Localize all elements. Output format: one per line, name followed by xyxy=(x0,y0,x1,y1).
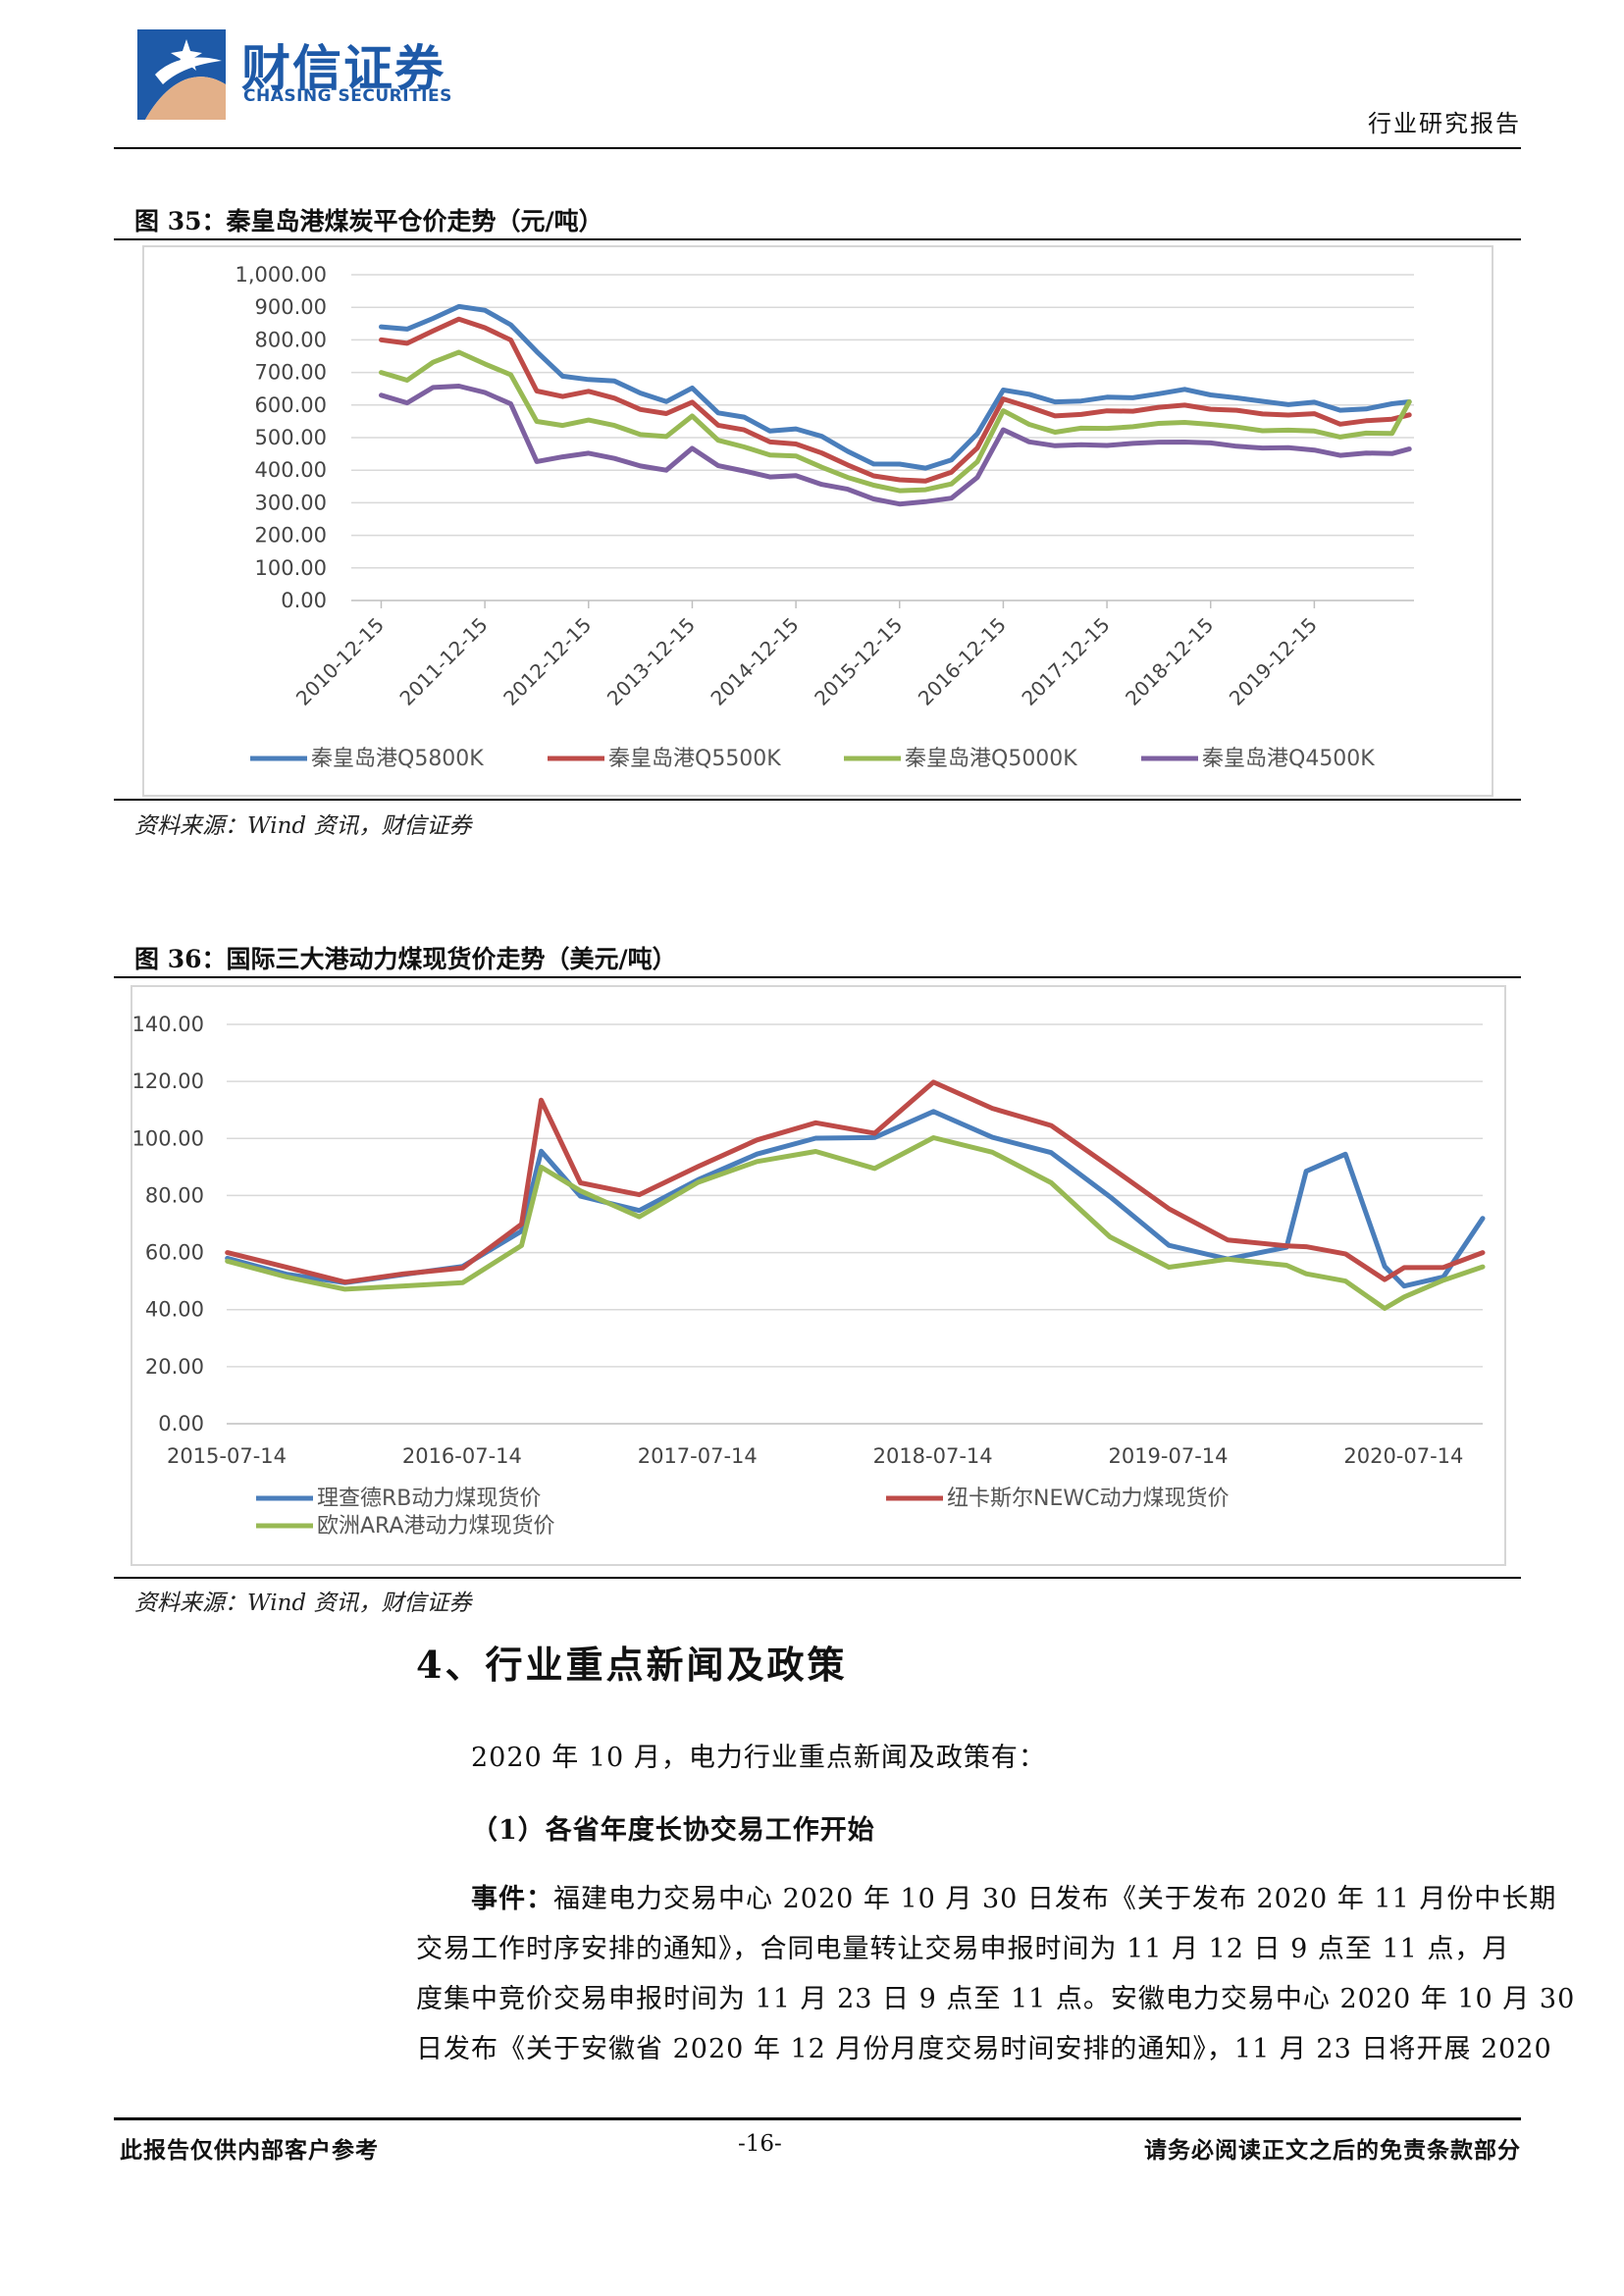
fig36-legend-label: 理查德RB动力煤现货价 xyxy=(317,1487,541,1511)
fig35-x-tick-label: 2017-12-15 xyxy=(1017,613,1114,710)
event-line-4: 日发布《关于安徽省 2020 年 12 月份月度交易时间安排的通知》，11 月 … xyxy=(416,2034,1552,2064)
event-line-3: 度集中竞价交易申报时间为 11 月 23 日 9 点至 11 点。安徽电力交易中… xyxy=(416,1984,1576,2014)
fig36-x-tick-label: 2019-07-14 xyxy=(1108,1444,1228,1468)
fig35-x-tick-label: 2012-12-15 xyxy=(498,613,596,710)
fig35-legend-label: 秦皇岛港Q5500K xyxy=(608,747,781,771)
fig35-x-tick-label: 2011-12-15 xyxy=(395,613,493,710)
fig35-y-tick-label: 400.00 xyxy=(255,458,327,482)
logo-icon xyxy=(135,26,230,120)
fig35-y-tick-label: 200.00 xyxy=(255,524,327,548)
fig35-series-line xyxy=(379,349,1412,494)
logo-cn: 财信证券 xyxy=(241,40,445,97)
fig35-x-tick-label: 2016-12-15 xyxy=(914,613,1011,710)
fig36-legend-label: 欧洲ARA港动力煤现货价 xyxy=(317,1514,555,1539)
fig35-y-tick-label: 800.00 xyxy=(255,328,327,351)
figure35-chart: 0.00 100.00 200.00 300.00 400.00 500.00 600.00… xyxy=(235,263,1414,771)
figure35-source: 资料来源：Wind 资讯，财信证券 xyxy=(134,813,472,839)
fig36-y-tick-label: 0.00 xyxy=(158,1412,204,1435)
fig36-x-tick-label: 2015-07-14 xyxy=(167,1444,287,1468)
report-type: 行业研究报告 xyxy=(1368,110,1521,137)
header-rule xyxy=(114,147,1521,149)
fig35-y-tick-label: 0.00 xyxy=(281,589,327,612)
fig36-series-line xyxy=(225,1135,1486,1311)
figure36-title: 图 36：国际三大港动力煤现货价走势（美元/吨） xyxy=(134,945,677,973)
fig36-y-tick-label: 60.00 xyxy=(145,1241,204,1265)
fig36-x-tick-label: 2017-07-14 xyxy=(638,1444,758,1468)
event-paragraph: 事件：福建电力交易中心 2020 年 10 月 30 日发布《关于发布 2020… xyxy=(416,1874,1576,2074)
fig35-x-tick-label: 2015-12-15 xyxy=(810,613,907,710)
footer-right: 请务必阅读正文之后的免责条款部分 xyxy=(1144,2137,1521,2164)
fig36-legend-label: 纽卡斯尔NEWC动力煤现货价 xyxy=(947,1487,1229,1511)
figure36-top-rule xyxy=(114,976,1521,978)
fig36-y-tick-label: 100.00 xyxy=(132,1126,204,1150)
event-label: 事件： xyxy=(471,1884,553,1914)
fig35-x-tick-label: 2014-12-15 xyxy=(706,613,803,710)
section-subheading: （1）各省年度长协交易工作开始 xyxy=(471,1815,875,1846)
fig36-y-tick-label: 140.00 xyxy=(132,1013,204,1036)
logo-en: CHASING SECURITIES xyxy=(243,86,452,106)
fig35-y-tick-label: 100.00 xyxy=(255,556,327,580)
figure35-chart-frame xyxy=(142,245,1493,797)
fig35-series-line xyxy=(379,384,1412,507)
fig35-x-tick-label: 2013-12-15 xyxy=(602,613,700,710)
fig36-series-line xyxy=(225,1079,1486,1285)
section-heading: 4、行业重点新闻及政策 xyxy=(416,1643,848,1687)
fig35-y-tick-label: 600.00 xyxy=(255,393,327,417)
fig36-x-tick-label: 2020-07-14 xyxy=(1343,1444,1463,1468)
fig35-y-tick-label: 900.00 xyxy=(255,295,327,319)
fig36-y-tick-label: 20.00 xyxy=(145,1355,204,1379)
figure36-chart: 0.00 20.00 40.00 60.00 80.00 100.00 120.00 140.… xyxy=(132,1013,1486,1539)
logo xyxy=(135,26,230,120)
fig35-y-tick-label: 500.00 xyxy=(255,426,327,449)
fig35-y-tick-label: 1,000.00 xyxy=(235,263,327,287)
fig35-y-tick-label: 300.00 xyxy=(255,491,327,514)
fig35-x-tick-label: 2018-12-15 xyxy=(1121,613,1218,710)
figure36-bottom-rule xyxy=(114,1577,1521,1579)
figure35-title: 图 35：秦皇岛港煤炭平仓价走势（元/吨） xyxy=(134,207,603,235)
footer-rule xyxy=(114,2117,1521,2120)
fig35-x-tick-label: 2019-12-15 xyxy=(1225,613,1322,710)
fig36-y-tick-label: 120.00 xyxy=(132,1070,204,1093)
page-number: -16- xyxy=(738,2131,782,2157)
fig35-legend-label: 秦皇岛港Q5800K xyxy=(311,747,484,771)
section-intro: 2020 年 10 月，电力行业重点新闻及政策有： xyxy=(471,1743,1046,1773)
fig35-series-line xyxy=(379,303,1412,471)
fig36-series-line xyxy=(225,1109,1486,1289)
fig36-y-tick-label: 40.00 xyxy=(145,1298,204,1322)
figure36-source: 资料来源：Wind 资讯，财信证券 xyxy=(134,1591,472,1616)
fig35-x-tick-label: 2010-12-15 xyxy=(291,613,389,710)
figure35-bottom-rule xyxy=(114,799,1521,801)
fig35-legend-label: 秦皇岛港Q4500K xyxy=(1202,747,1375,771)
fig35-series-line xyxy=(379,316,1412,484)
figure35-top-rule xyxy=(114,238,1521,240)
footer-left: 此报告仅供内部客户参考 xyxy=(120,2137,379,2164)
fig36-x-tick-label: 2018-07-14 xyxy=(873,1444,993,1468)
fig36-y-tick-label: 80.00 xyxy=(145,1183,204,1207)
event-line-1: 福建电力交易中心 2020 年 10 月 30 日发布《关于发布 2020 年 … xyxy=(553,1884,1557,1914)
event-line-2: 交易工作时序安排的通知》，合同电量转让交易申报时间为 11 月 12 日 9 点… xyxy=(416,1934,1510,1964)
fig35-legend-label: 秦皇岛港Q5000K xyxy=(905,747,1077,771)
fig36-x-tick-label: 2016-07-14 xyxy=(402,1444,522,1468)
fig35-y-tick-label: 700.00 xyxy=(255,361,327,385)
